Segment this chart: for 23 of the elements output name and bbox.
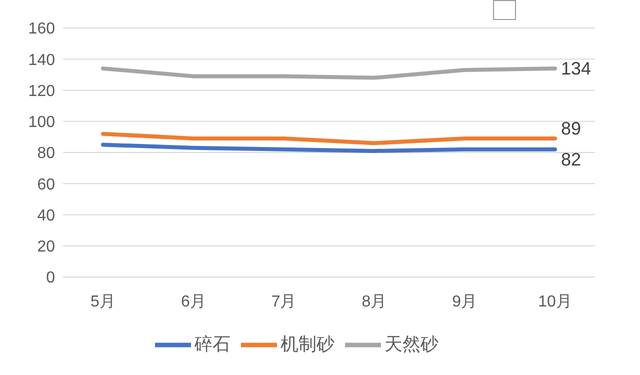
legend-label: 碎石 — [194, 334, 230, 354]
y-tick-label: 100 — [28, 114, 56, 132]
data-label: 134 — [561, 58, 592, 78]
y-tick-label: 40 — [37, 207, 56, 224]
line-series — [101, 66, 557, 80]
legend-label: 天然砂 — [384, 334, 438, 354]
y-tick-label: 140 — [28, 52, 56, 69]
x-tick-label: 5月 — [90, 293, 116, 310]
y-tick-label: 120 — [28, 82, 56, 100]
x-tick-label: 6月 — [180, 293, 206, 310]
line-series — [101, 142, 557, 153]
y-tick-label: 20 — [37, 238, 56, 256]
y-tick-label: 160 — [28, 20, 56, 38]
y-tick-label: 60 — [37, 176, 56, 194]
legend-label: 机制砂 — [280, 334, 334, 354]
x-tick-label: 10月 — [538, 293, 572, 310]
data-label: 82 — [561, 149, 582, 170]
y-tick-label: 80 — [37, 145, 56, 162]
x-tick-label: 8月 — [362, 293, 387, 310]
y-tick-label: 0 — [46, 270, 56, 287]
data-label: 89 — [561, 118, 582, 138]
x-tick-label: 7月 — [271, 293, 296, 310]
x-tick-label: 9月 — [452, 293, 478, 310]
